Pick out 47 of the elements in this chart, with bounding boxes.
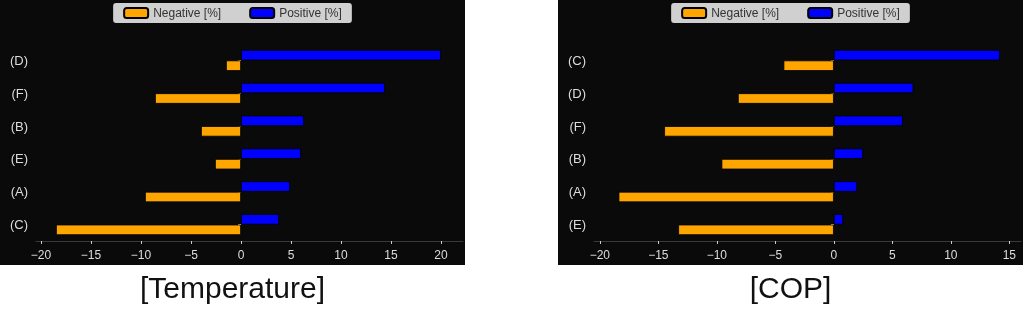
y-tick-label: (E): [10, 151, 28, 167]
y-tick-label: (C): [567, 52, 586, 68]
x-tick-label: 5: [287, 248, 295, 262]
x-tick-label: 10: [944, 248, 958, 262]
x-tick-label: −20: [589, 248, 611, 262]
bar: [664, 126, 834, 137]
legend-label: Positive [%]: [279, 6, 342, 20]
x-tick-label: −15: [648, 248, 669, 262]
x-tick-label: 0: [237, 248, 245, 262]
bar: [201, 126, 241, 137]
x-tick-label: −20: [30, 248, 52, 262]
x-tick-label: 20: [434, 248, 448, 262]
bar: [215, 158, 241, 170]
bar: [833, 181, 858, 192]
bar: [833, 148, 864, 159]
x-tick-label: −10: [130, 248, 152, 262]
y-tick-label: (E): [568, 217, 586, 233]
legend-label: Negative [%]: [153, 6, 222, 20]
x-tick-label: −15: [80, 248, 102, 262]
y-tick-label: (B): [10, 118, 28, 134]
x-tick-label: 15: [1002, 248, 1017, 262]
bar: [833, 115, 903, 127]
bar: [721, 158, 834, 170]
legend-label: Negative [%]: [711, 6, 780, 20]
y-tick-label: (B): [568, 151, 586, 167]
x-tick-label: 15: [384, 248, 398, 262]
y-tick-label: (F): [11, 85, 28, 101]
bar: [618, 191, 834, 203]
bar: [145, 191, 241, 203]
x-tick-label: −10: [706, 248, 728, 262]
legend-label: Positive [%]: [837, 6, 900, 20]
x-tick-label: 10: [334, 248, 348, 262]
y-tick-label: (D): [567, 85, 586, 101]
text: [COP]: [748, 271, 833, 305]
x-tick-label: −5: [184, 248, 199, 262]
y-tick-label: (F): [569, 118, 586, 134]
x-tick-label: 5: [888, 248, 896, 262]
x-tick-label: 0: [830, 248, 838, 262]
y-tick-label: (D): [9, 52, 28, 68]
y-tick-label: (A): [568, 184, 586, 200]
bar: [241, 148, 301, 159]
bar: [241, 181, 290, 192]
y-tick-label: (C): [9, 217, 28, 233]
x-tick-label: −5: [768, 248, 783, 262]
text: [Temperature]: [138, 271, 327, 305]
bar: [241, 115, 304, 127]
y-tick-label: (A): [10, 184, 28, 200]
